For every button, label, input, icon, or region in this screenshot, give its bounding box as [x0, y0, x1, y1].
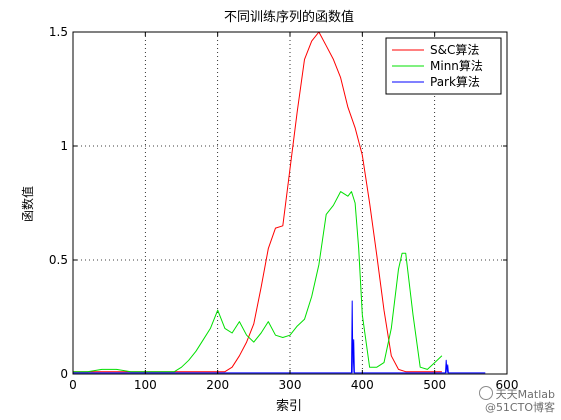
chart-title: 不同训练序列的函数值: [224, 9, 354, 25]
x-tick-label: 300: [279, 378, 302, 392]
x-tick-label: 0: [69, 378, 77, 392]
x-tick-label: 600: [496, 378, 519, 392]
series-line-1: [73, 191, 443, 373]
legend-label: Park算法: [430, 74, 480, 89]
x-axis-label: 索引: [276, 399, 302, 414]
x-tick-label: 200: [206, 378, 229, 392]
y-tick-label: 0: [60, 367, 68, 381]
watermark-line1: 天天Matlab: [478, 386, 555, 401]
y-tick-label: 0.5: [49, 253, 68, 267]
x-tick-label: 100: [134, 378, 157, 392]
legend-label: Minn算法: [430, 58, 483, 73]
watermark-line2: @51CTO博客: [484, 401, 555, 414]
watermark-logo-icon: [478, 386, 493, 400]
legend-label: S&C算法: [430, 42, 479, 57]
watermark-text: 天天Matlab: [495, 388, 555, 401]
y-axis-label: 函数值: [20, 186, 35, 222]
y-tick-label: 1.5: [49, 25, 68, 39]
x-tick-label: 400: [351, 378, 374, 392]
series-line-2: [73, 300, 486, 374]
x-tick-label: 500: [423, 378, 446, 392]
y-tick-label: 1: [60, 139, 68, 153]
watermark: 天天Matlab @51CTO博客: [478, 386, 555, 414]
